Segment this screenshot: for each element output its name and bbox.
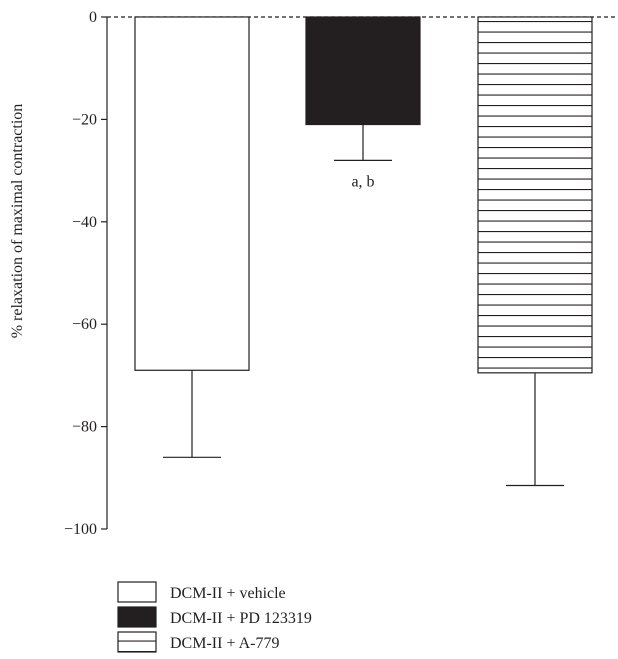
y-tick-label: −100: [64, 521, 97, 538]
bar: [134, 16, 250, 371]
legend-swatch: [117, 581, 157, 603]
legend-label: DCM-II + PD 123319: [170, 610, 312, 627]
legend-swatch: [117, 631, 157, 653]
legend-label: DCM-II + vehicle: [170, 585, 286, 602]
bar: [305, 16, 421, 126]
bar: [477, 16, 593, 374]
legend: DCM-II + vehicle DCM-II + PD 123319 DCM-II…: [117, 581, 312, 653]
y-tick-label: −80: [72, 419, 97, 436]
significance-annotation: a, b: [351, 173, 374, 190]
y-tick-label: 0: [89, 9, 97, 26]
bars: a, b: [134, 16, 593, 487]
y-tick-label: −40: [72, 214, 97, 231]
legend-label: DCM-II + A-779: [170, 635, 279, 652]
y-tick-label: −60: [72, 316, 97, 333]
legend-swatch: [117, 606, 157, 628]
y-tick-label: −20: [72, 111, 97, 128]
y-axis-title: % relaxation of maximal contraction: [9, 104, 26, 339]
